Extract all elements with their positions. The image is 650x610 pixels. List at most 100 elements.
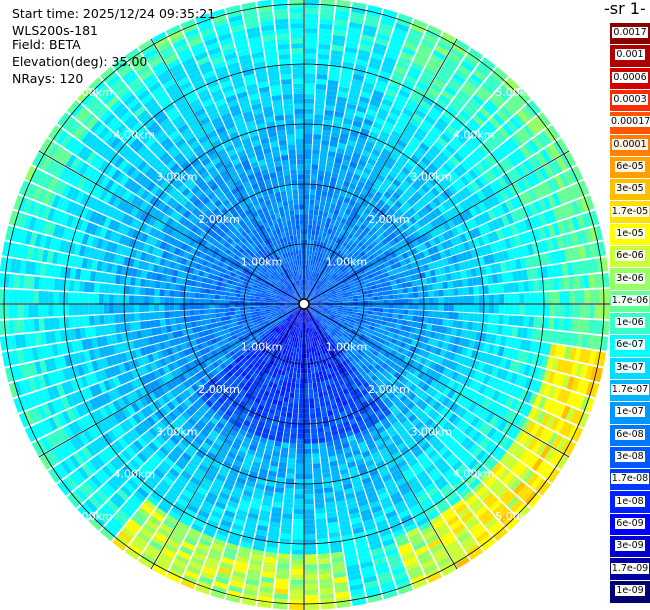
ppi-gate xyxy=(324,170,332,177)
ppi-gate xyxy=(510,210,519,223)
ppi-gate xyxy=(495,432,506,445)
ppi-gate xyxy=(330,54,343,62)
ppi-gate xyxy=(320,258,324,264)
ppi-gate xyxy=(518,432,530,446)
ppi-gate xyxy=(323,114,334,121)
ppi-gate xyxy=(317,543,329,550)
ppi-gate xyxy=(346,336,352,342)
ppi-gate xyxy=(361,400,369,408)
ppi-gate xyxy=(332,295,338,298)
ppi-gate xyxy=(371,318,377,323)
ppi-gate xyxy=(324,289,330,293)
ppi-gate xyxy=(413,292,419,298)
ppi-gate xyxy=(318,334,322,340)
ppi-gate xyxy=(316,340,320,347)
ppi-gate xyxy=(314,291,319,296)
ppi-gate xyxy=(482,223,491,234)
ppi-gate xyxy=(421,323,428,330)
ppi-gate xyxy=(477,276,484,286)
ppi-gate xyxy=(554,419,565,433)
ppi-gate xyxy=(379,528,392,538)
ppi-gate xyxy=(428,290,434,298)
ppi-gate xyxy=(442,319,449,327)
ppi-gate xyxy=(561,390,571,404)
ppi-gate xyxy=(367,289,373,294)
ppi-gate xyxy=(397,196,407,205)
ppi-gate xyxy=(304,78,316,84)
ppi-gate xyxy=(533,228,541,241)
ppi-gate xyxy=(378,234,386,242)
ppi-gate xyxy=(304,229,308,235)
ppi-gate xyxy=(508,315,514,326)
ppi-gate xyxy=(374,561,389,571)
ppi-gate xyxy=(432,518,446,530)
ppi-gate xyxy=(509,304,515,315)
ppi-gate xyxy=(455,225,464,235)
ppi-gate xyxy=(424,506,438,517)
ppi-gate xyxy=(354,399,362,407)
ppi-gate xyxy=(468,153,479,165)
ppi-gate xyxy=(380,103,391,112)
ppi-gate xyxy=(458,312,464,321)
ppi-gate xyxy=(340,164,349,171)
ppi-gate xyxy=(462,321,469,330)
ppi-gate xyxy=(309,316,313,322)
ppi-gate xyxy=(418,76,432,87)
ppi-gate xyxy=(442,221,451,231)
ppi-gate xyxy=(385,89,398,98)
ppi-gate xyxy=(430,83,443,94)
ppi-gate xyxy=(290,387,295,393)
ppi-gate xyxy=(312,144,321,150)
ppi-gate xyxy=(347,296,353,300)
ppi-gate xyxy=(411,339,418,347)
ppi-gate xyxy=(418,304,424,310)
ppi-gate xyxy=(335,449,344,456)
ppi-gate xyxy=(569,247,577,261)
ppi-gate xyxy=(552,386,562,401)
ppi-gate xyxy=(368,297,374,301)
ppi-gate xyxy=(482,397,492,409)
ppi-gate xyxy=(402,79,415,90)
ppi-gate xyxy=(485,333,492,343)
ppi-gate xyxy=(317,386,323,393)
ppi-gate xyxy=(348,401,356,409)
ppi-gate xyxy=(358,304,364,307)
ppi-gate xyxy=(574,182,585,198)
ppi-gate xyxy=(451,381,460,392)
ppi-gate xyxy=(499,489,513,502)
ppi-gate xyxy=(475,65,490,78)
ppi-gate xyxy=(328,351,334,357)
ppi-gate xyxy=(393,299,399,304)
ppi-gate xyxy=(509,259,517,271)
ppi-gate xyxy=(398,304,404,309)
ppi-gate xyxy=(384,276,391,282)
ppi-gate xyxy=(410,23,426,34)
ppi-gate xyxy=(354,342,360,348)
ppi-gate xyxy=(312,305,318,307)
ppi-gate xyxy=(516,327,524,338)
ppi-gate xyxy=(450,195,459,206)
ppi-gate xyxy=(549,344,557,357)
ppi-gate xyxy=(466,544,481,556)
ppi-gate xyxy=(391,318,398,324)
ppi-gate xyxy=(526,328,534,340)
ppi-gate xyxy=(434,372,442,382)
ppi-gate xyxy=(418,349,426,357)
ppi-gate xyxy=(416,517,429,527)
ppi-gate xyxy=(393,236,400,244)
ppi-gate xyxy=(322,390,329,397)
ppi-gate xyxy=(278,548,291,555)
ppi-gate xyxy=(500,227,509,239)
ppi-gate xyxy=(361,34,375,43)
ppi-gate xyxy=(340,383,347,391)
ppi-gate xyxy=(489,414,499,427)
ppi-gate xyxy=(400,51,414,61)
ppi-gate xyxy=(509,398,519,411)
ppi-gate xyxy=(393,309,399,314)
ppi-gate xyxy=(371,451,381,460)
ppi-gate xyxy=(293,519,304,525)
ppi-gate xyxy=(463,141,475,153)
ppi-gate xyxy=(421,414,431,424)
ppi-gate xyxy=(323,180,330,187)
ppi-gate xyxy=(442,367,450,377)
